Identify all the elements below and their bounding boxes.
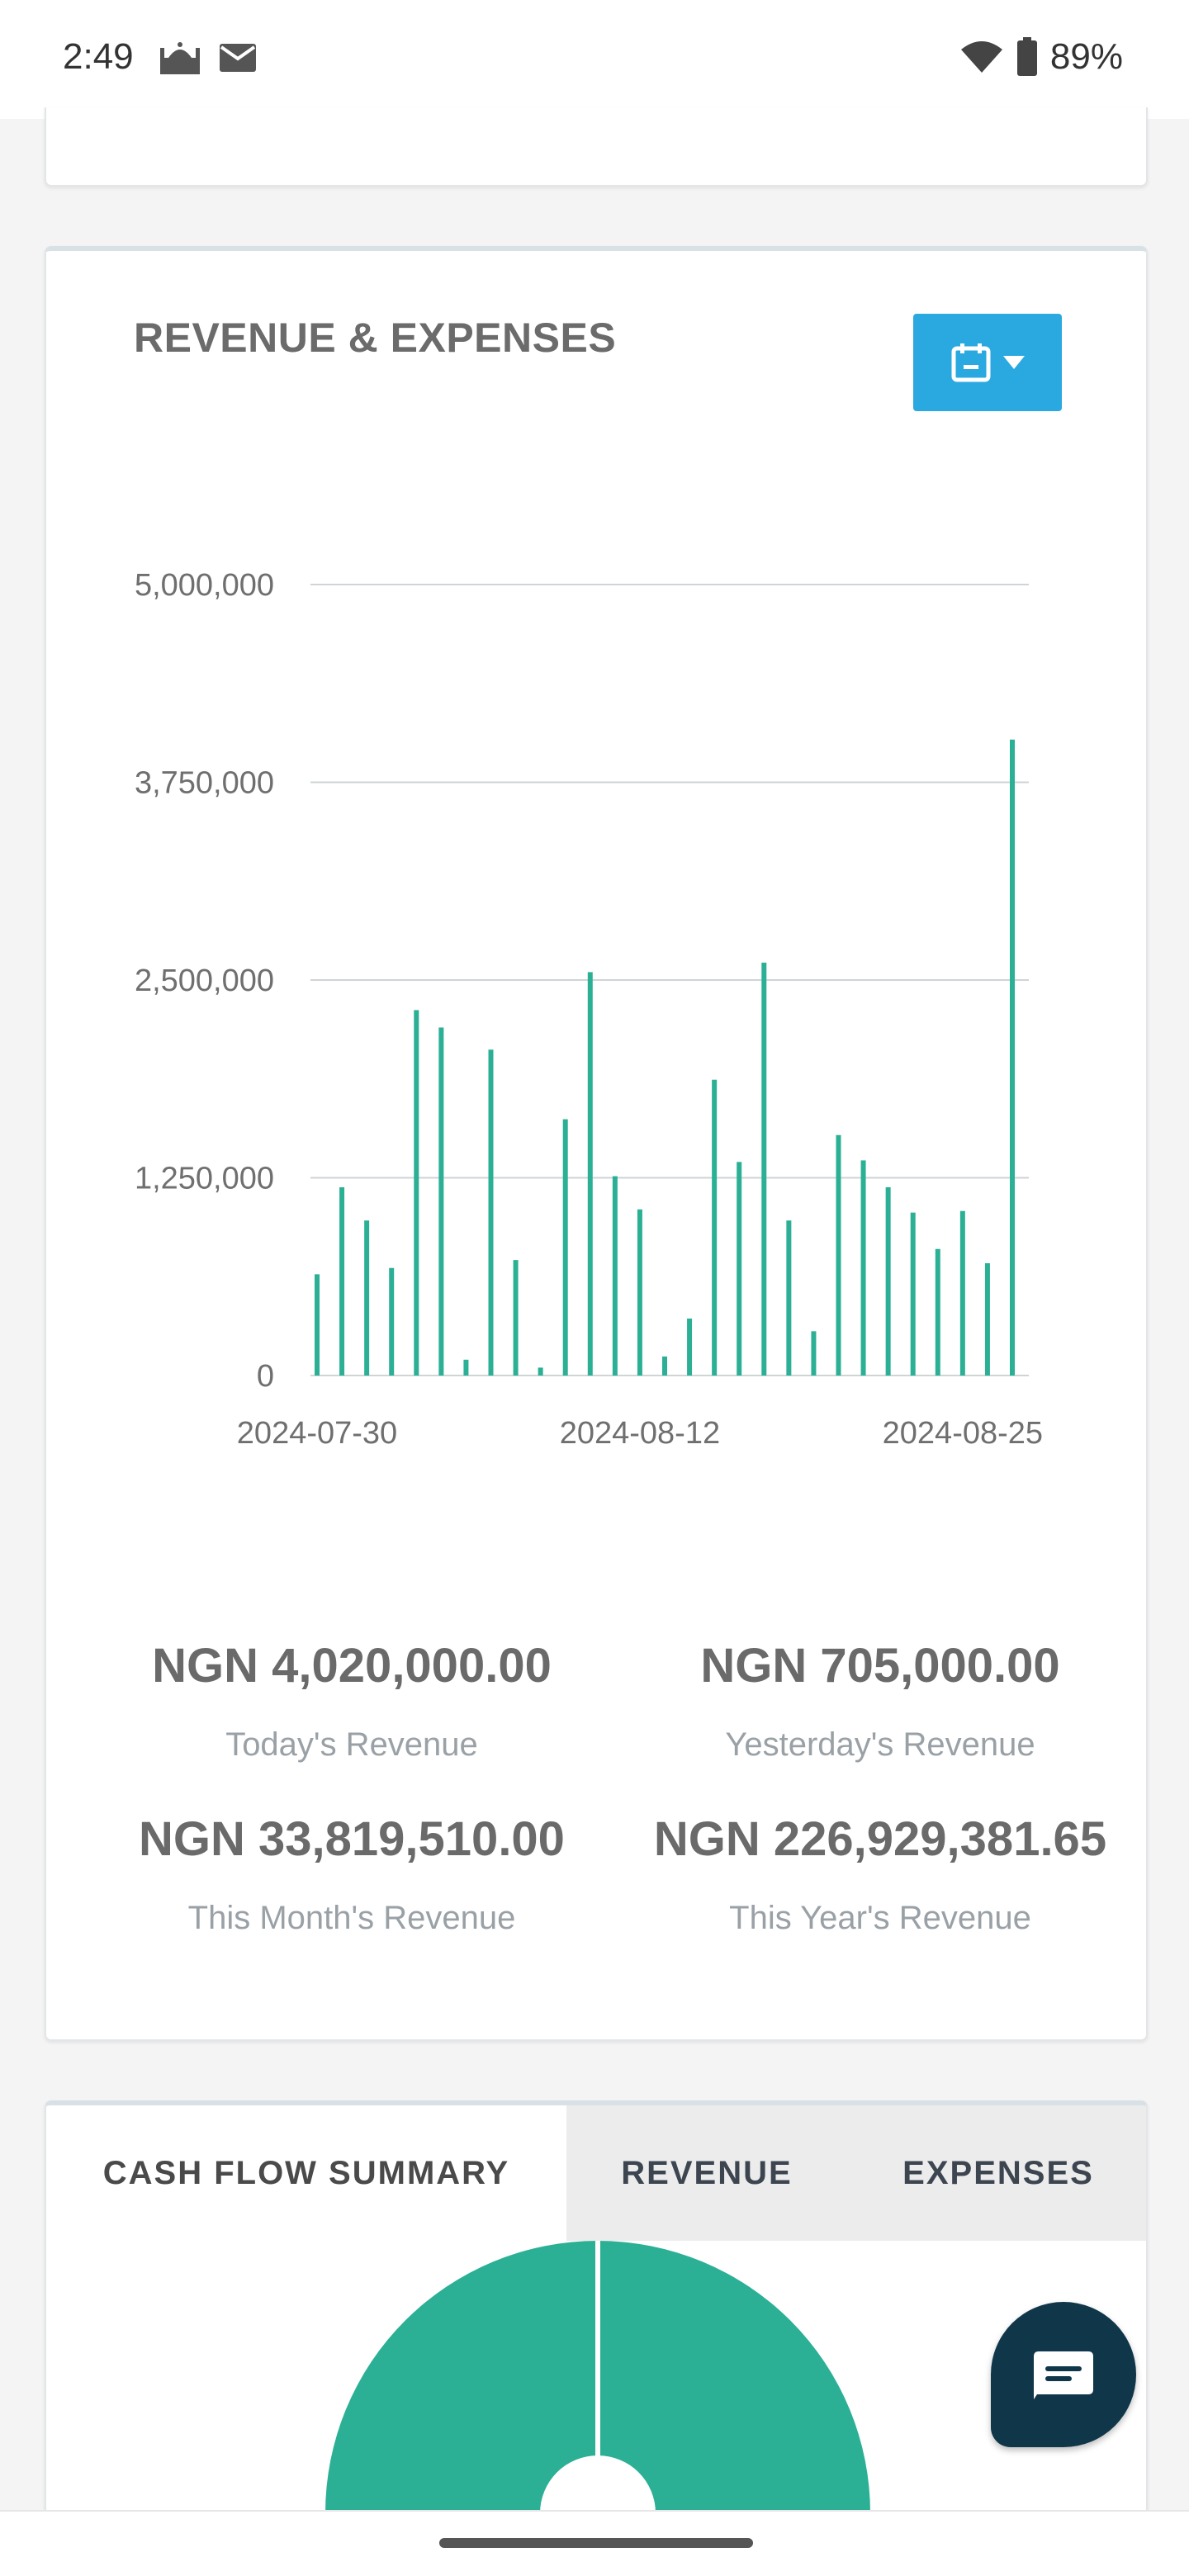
tab-cash-flow-summary[interactable]: CASH FLOW SUMMARY	[46, 2105, 566, 2241]
y-tick-label: 2,500,000	[135, 964, 274, 998]
revenue-bar[interactable]	[935, 1248, 940, 1376]
revenue-bar[interactable]	[737, 1162, 742, 1376]
chat-icon	[1034, 2351, 1093, 2399]
stat-today: NGN 4,020,000.00 Today's Revenue	[79, 1638, 624, 1764]
revenue-bar[interactable]	[662, 1357, 667, 1376]
status-notification-icons	[159, 40, 258, 76]
y-tick-label: 1,250,000	[135, 1162, 274, 1196]
y-tick-label: 3,750,000	[135, 766, 274, 801]
previous-card	[45, 107, 1148, 187]
x-tick-label: 2024-08-12	[560, 1416, 720, 1451]
stat-today-value: NGN 4,020,000.00	[152, 1639, 552, 1693]
stat-year-value: NGN 226,929,381.65	[653, 1812, 1107, 1866]
revenue-bar[interactable]	[761, 962, 767, 1376]
status-right-icons: 89%	[959, 36, 1123, 78]
status-bar: 2:49 89%	[0, 0, 1189, 119]
battery-percent: 89%	[1049, 36, 1123, 77]
revenue-expenses-card: REVENUE & EXPENSES 0 1,250,000 2,500,000 3,…	[45, 246, 1148, 2041]
revenue-bar[interactable]	[1010, 739, 1015, 1376]
x-tick-label: 2024-07-30	[237, 1416, 397, 1451]
revenue-bar[interactable]	[811, 1331, 817, 1376]
stat-year: NGN 226,929,381.65 This Year's Revenue	[624, 1811, 1136, 1937]
stat-yesterday: NGN 705,000.00 Yesterday's Revenue	[624, 1638, 1136, 1764]
revenue-bar[interactable]	[389, 1267, 395, 1376]
caret-down-icon	[1003, 356, 1025, 369]
revenue-bar[interactable]	[712, 1079, 718, 1376]
revenue-bar[interactable]	[538, 1367, 543, 1376]
revenue-bar[interactable]	[612, 1176, 618, 1376]
mosque-icon	[160, 42, 200, 74]
navigation-bar	[0, 2510, 1189, 2576]
revenue-bar[interactable]	[984, 1262, 990, 1376]
revenue-bar-chart: 0 1,250,000 2,500,000 3,750,000 5,000,000 202…	[135, 568, 1043, 1451]
revenue-bar[interactable]	[438, 1027, 444, 1376]
status-time: 2:49	[63, 36, 134, 77]
revenue-bar[interactable]	[488, 1049, 494, 1376]
stat-today-label: Today's Revenue	[225, 1726, 478, 1763]
revenue-bar[interactable]	[339, 1186, 345, 1376]
revenue-bar[interactable]	[587, 972, 593, 1376]
card-title: REVENUE & EXPENSES	[134, 315, 617, 361]
stat-month: NGN 33,819,510.00 This Month's Revenue	[79, 1811, 624, 1937]
revenue-bar[interactable]	[687, 1319, 693, 1376]
battery-icon	[1016, 37, 1037, 76]
x-tick-label: 2024-08-25	[883, 1416, 1043, 1451]
revenue-bar[interactable]	[637, 1209, 642, 1376]
cash-flow-tabs: CASH FLOW SUMMARY REVENUE EXPENSES	[46, 2105, 1146, 2241]
revenue-bar[interactable]	[513, 1260, 519, 1376]
stat-month-label: This Month's Revenue	[187, 1900, 516, 1936]
stat-month-value: NGN 33,819,510.00	[139, 1812, 565, 1866]
home-indicator[interactable]	[439, 2538, 753, 2548]
chat-button[interactable]	[991, 2302, 1136, 2447]
tab-revenue[interactable]: REVENUE	[566, 2105, 847, 2241]
donut-segment-right	[598, 2241, 870, 2513]
stat-yesterday-value: NGN 705,000.00	[700, 1639, 1060, 1693]
cash-flow-card: CASH FLOW SUMMARY REVENUE EXPENSES	[45, 2100, 1148, 2576]
revenue-bar[interactable]	[860, 1160, 866, 1376]
revenue-bar[interactable]	[959, 1210, 965, 1376]
revenue-bar[interactable]	[910, 1212, 916, 1376]
revenue-bar[interactable]	[364, 1220, 370, 1376]
y-tick-label: 0	[257, 1359, 274, 1394]
date-range-button[interactable]	[913, 314, 1062, 411]
calendar-icon	[951, 343, 991, 382]
donut-segment-left	[325, 2241, 598, 2513]
y-tick-label: 5,000,000	[135, 568, 274, 603]
revenue-bar[interactable]	[315, 1274, 320, 1376]
tab-expenses[interactable]: EXPENSES	[847, 2105, 1146, 2241]
revenue-bar[interactable]	[414, 1010, 419, 1376]
mail-icon	[220, 44, 256, 72]
revenue-bar[interactable]	[562, 1119, 568, 1376]
revenue-bar[interactable]	[885, 1186, 891, 1376]
wifi-icon	[960, 41, 1002, 73]
stat-year-label: This Year's Revenue	[729, 1900, 1031, 1936]
revenue-bar[interactable]	[463, 1359, 469, 1376]
revenue-bar[interactable]	[786, 1220, 792, 1376]
stat-yesterday-label: Yesterday's Revenue	[725, 1726, 1035, 1763]
revenue-bar[interactable]	[836, 1134, 841, 1376]
